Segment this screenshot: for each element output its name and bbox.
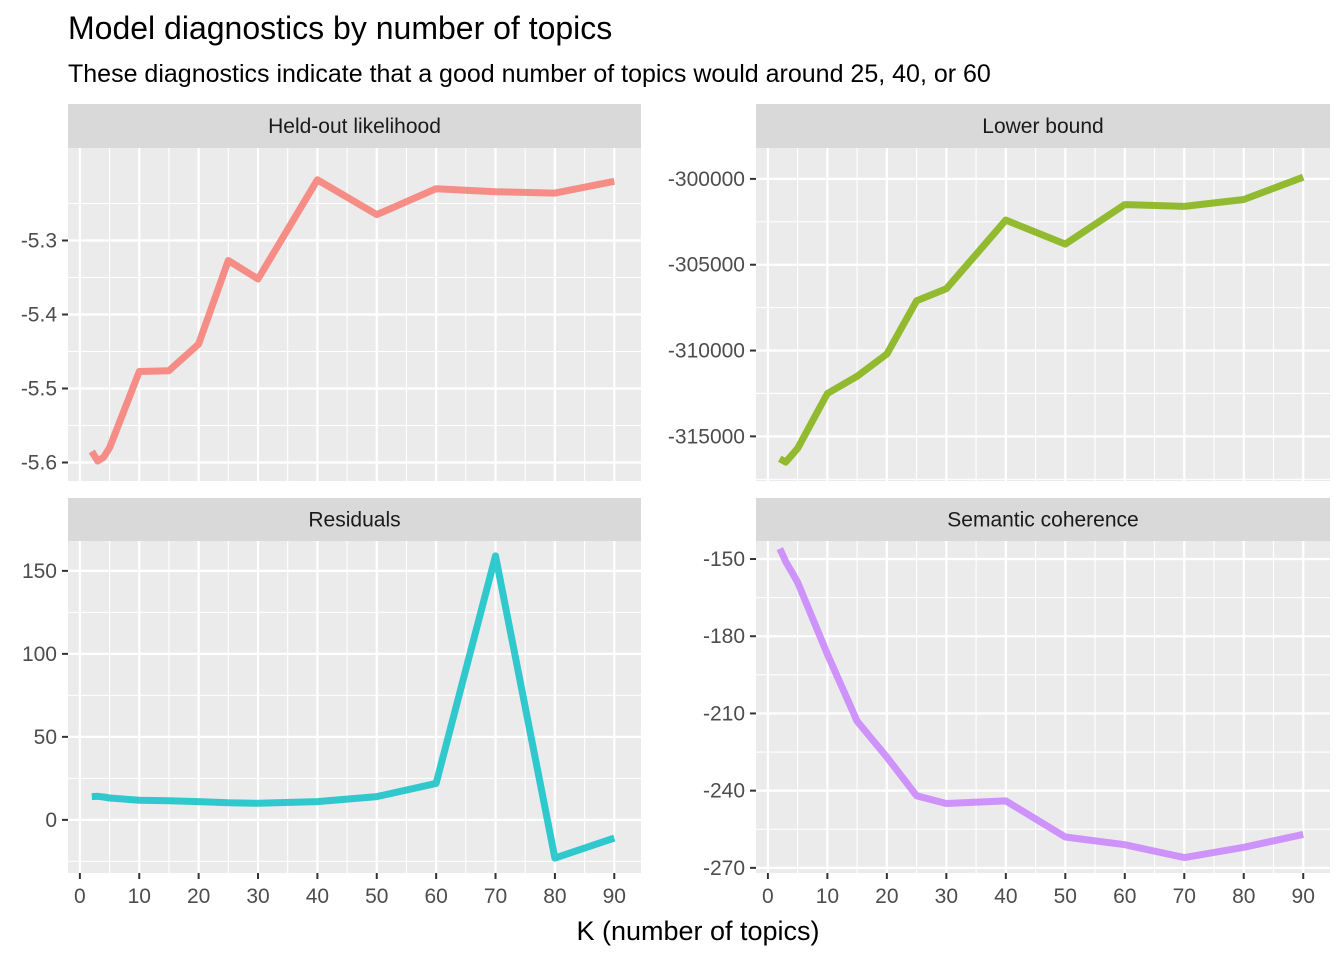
y-tick-label: 50 [34, 726, 57, 749]
x-tick-label: 80 [1232, 885, 1255, 908]
x-tick-label: 80 [543, 885, 566, 908]
x-tick-label: 90 [603, 885, 626, 908]
y-tick-label: 150 [22, 560, 57, 583]
chart-title: Model diagnostics by number of topics [68, 10, 613, 46]
y-tick-label: -240 [703, 780, 745, 803]
series-line-held-out-likelihood [88, 176, 615, 465]
y-tick-label: -300000 [668, 168, 745, 191]
x-tick-label: 90 [1292, 885, 1315, 908]
y-tick-label: 0 [45, 809, 57, 832]
x-tick-label: 50 [365, 885, 388, 908]
y-tick-label: -5.3 [21, 230, 57, 253]
y-tick-label: -315000 [668, 425, 745, 448]
strip-semantic-coherence [756, 498, 1330, 541]
series-line-semantic-coherence [776, 547, 1304, 862]
y-tick-label: -5.4 [21, 304, 58, 327]
strip-label-held-out-likelihood: Held-out likelihood [268, 115, 441, 138]
x-tick-label: 70 [1173, 885, 1196, 908]
x-tick-label: 40 [306, 885, 329, 908]
x-tick-label: 60 [424, 885, 447, 908]
x-tick-label: 0 [74, 885, 86, 908]
x-tick-label: 60 [1113, 885, 1136, 908]
y-tick-label: -5.5 [21, 378, 57, 401]
x-tick-label: 0 [762, 885, 774, 908]
y-tick-label: -210 [703, 702, 745, 725]
x-tick-label: 30 [246, 885, 269, 908]
series-line-lower-bound [778, 173, 1305, 466]
series-line-residuals [91, 552, 616, 862]
panel-semantic-coherence: Semantic coherence -150 -180 -210 -240 -270 0 1… [703, 498, 1330, 908]
y-tick-label: 100 [22, 643, 57, 666]
strip-residuals [68, 498, 641, 541]
x-tick-label: 20 [875, 885, 898, 908]
x-tick-label: 20 [187, 885, 210, 908]
chart-subtitle: These diagnostics indicate that a good n… [68, 60, 991, 88]
y-tick-label: -180 [703, 625, 745, 648]
panel-held-out-likelihood: Held-out likelihood -5.3 -5.4 -5.5 -5.6 [21, 104, 641, 481]
x-tick-label: 30 [935, 885, 958, 908]
x-tick-label: 10 [816, 885, 839, 908]
strip-label-residuals: Residuals [308, 509, 400, 532]
strip-lower-bound [756, 104, 1330, 148]
y-tick-label: -310000 [668, 340, 745, 363]
strip-label-lower-bound: Lower bound [982, 115, 1103, 138]
x-tick-label: 70 [484, 885, 507, 908]
strip-held-out-likelihood [68, 104, 641, 148]
x-tick-label: 40 [994, 885, 1017, 908]
x-axis-label: K (number of topics) [576, 916, 819, 946]
y-tick-label: -305000 [668, 254, 745, 277]
x-tick-label: 50 [1054, 885, 1077, 908]
strip-label-semantic-coherence: Semantic coherence [947, 509, 1138, 532]
panel-lower-bound: Lower bound -300000 -305000 -310000 -315000 [668, 104, 1330, 481]
x-tick-label: 10 [128, 885, 151, 908]
y-tick-label: -270 [703, 857, 745, 880]
y-tick-label: -150 [703, 548, 745, 571]
panel-residuals: Residuals 0 50 100 150 0 10 20 30 40 50 60 70 80 90 [22, 498, 641, 908]
y-tick-label: -5.6 [21, 452, 57, 475]
